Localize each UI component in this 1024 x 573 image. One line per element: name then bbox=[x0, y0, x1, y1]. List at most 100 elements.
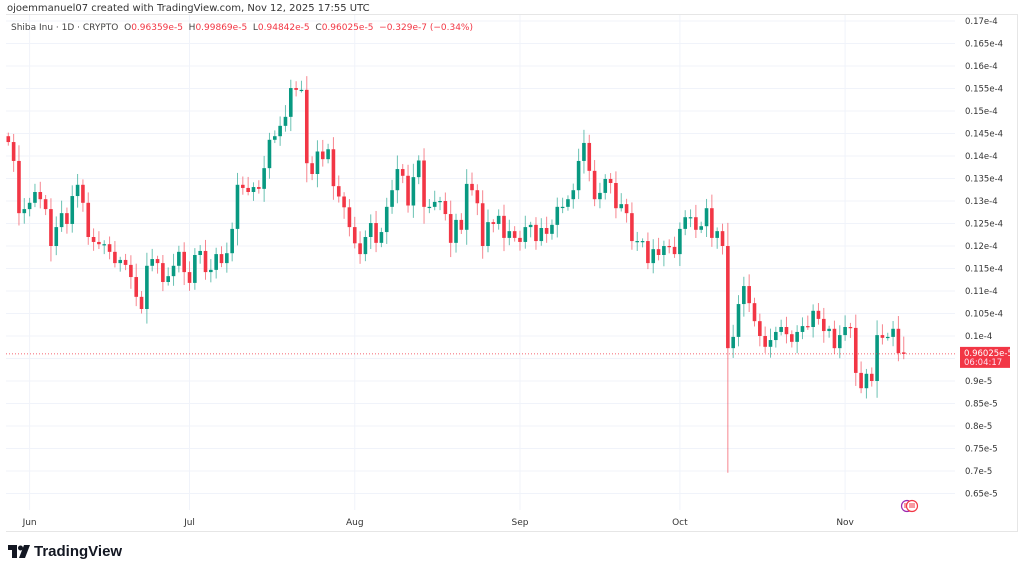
candle-body bbox=[278, 125, 282, 137]
candle-body bbox=[86, 202, 91, 237]
candle-body bbox=[230, 228, 234, 254]
candle-body bbox=[331, 149, 336, 187]
candle-body bbox=[534, 224, 538, 242]
candle-body bbox=[443, 201, 448, 215]
price-axis-label: 0.125e-4 bbox=[965, 220, 1003, 230]
candle-body bbox=[17, 160, 21, 214]
candle-body bbox=[619, 204, 624, 209]
candle-body bbox=[134, 277, 139, 297]
candle-body bbox=[736, 304, 741, 337]
price-axis-label: 0.85e-5 bbox=[965, 400, 998, 410]
low-value: 0.94842e-5 bbox=[257, 23, 310, 33]
candle-body bbox=[774, 331, 778, 341]
candle-body bbox=[70, 196, 75, 224]
candle-body bbox=[299, 89, 304, 92]
candle-body bbox=[790, 334, 794, 342]
candle-body bbox=[896, 328, 901, 354]
price-axis-label: 0.7e-5 bbox=[965, 467, 992, 477]
candle-body bbox=[454, 219, 458, 243]
candle-body bbox=[758, 321, 762, 336]
time-axis-label: Oct bbox=[672, 518, 688, 528]
candle-body bbox=[806, 326, 810, 328]
candle-body bbox=[161, 263, 165, 282]
candle-body bbox=[379, 232, 384, 243]
price-axis-label: 0.17e-4 bbox=[965, 17, 998, 27]
candle-body bbox=[539, 228, 544, 242]
price-axis-label: 0.12e-4 bbox=[965, 242, 998, 252]
price-axis-label: 0.11e-4 bbox=[965, 287, 998, 297]
candle-body bbox=[523, 227, 528, 242]
candle-body bbox=[464, 183, 469, 230]
candle-body bbox=[667, 246, 672, 248]
candle-body bbox=[891, 328, 895, 337]
candle-body bbox=[587, 142, 592, 171]
candle-body bbox=[283, 116, 288, 126]
candle-body bbox=[528, 224, 533, 228]
candle-body bbox=[656, 249, 661, 255]
candle-body bbox=[102, 244, 107, 246]
candle-body bbox=[113, 251, 117, 264]
last-price-label: 0.96025e-5 bbox=[964, 349, 1013, 359]
candle-body bbox=[795, 331, 799, 342]
candle-body bbox=[608, 178, 613, 183]
close-value: 0.96025e-5 bbox=[321, 23, 374, 33]
candle-body bbox=[635, 241, 640, 243]
candle-body bbox=[726, 246, 730, 349]
candle-body bbox=[107, 244, 112, 252]
time-axis-label: Sep bbox=[511, 518, 528, 528]
price-axis-label: 0.8e-5 bbox=[965, 422, 992, 432]
candle-body bbox=[651, 249, 656, 264]
candle-body bbox=[470, 183, 474, 191]
high-value: 0.99869e-5 bbox=[195, 23, 248, 33]
candle-body bbox=[662, 246, 666, 255]
candle-body bbox=[347, 207, 352, 228]
candle-body bbox=[123, 259, 128, 265]
candle-body bbox=[875, 335, 879, 381]
candle-body bbox=[432, 201, 437, 207]
price-axis-label: 0.1e-4 bbox=[965, 332, 992, 342]
chart-frame bbox=[6, 14, 1018, 532]
candle-body bbox=[800, 326, 805, 332]
candle-body bbox=[512, 231, 517, 238]
tradingview-logo[interactable]: TradingView bbox=[8, 543, 122, 560]
price-axis-label: 0.65e-5 bbox=[965, 490, 998, 500]
price-axis-label: 0.105e-4 bbox=[965, 310, 1003, 320]
candle-body bbox=[352, 227, 357, 244]
candle-body bbox=[864, 373, 869, 389]
candle-body bbox=[576, 160, 581, 191]
candle-body bbox=[406, 175, 410, 206]
candle-body bbox=[171, 265, 176, 277]
candle-body bbox=[832, 328, 837, 349]
candle-body bbox=[837, 335, 842, 349]
symbol-info: Shiba Inu · 1D · CRYPTO bbox=[11, 23, 119, 33]
candle-body bbox=[704, 208, 709, 227]
candle-body bbox=[273, 136, 277, 140]
candle-body bbox=[198, 250, 202, 255]
price-axis-label: 0.115e-4 bbox=[965, 265, 1003, 275]
candle-body bbox=[720, 231, 725, 246]
candle-body bbox=[582, 142, 586, 161]
candle-body bbox=[59, 213, 64, 228]
candle-body bbox=[752, 303, 757, 322]
candle-body bbox=[640, 241, 645, 243]
candle-body bbox=[507, 231, 512, 238]
candle-body bbox=[480, 203, 485, 246]
candle-body bbox=[91, 237, 96, 242]
candle-body bbox=[262, 168, 266, 189]
candle-body bbox=[336, 186, 341, 197]
candle-body bbox=[422, 160, 426, 207]
candle-body bbox=[646, 241, 650, 264]
candle-body bbox=[150, 259, 155, 266]
candle-body bbox=[598, 192, 602, 200]
candle-body bbox=[592, 170, 597, 200]
candle-body bbox=[395, 169, 400, 191]
tradingview-logo-icon bbox=[8, 545, 30, 558]
candle-body bbox=[97, 241, 101, 245]
candle-body bbox=[448, 214, 453, 243]
candle-body bbox=[688, 217, 693, 219]
candle-body bbox=[630, 213, 634, 242]
candle-body bbox=[6, 136, 11, 143]
candle-body bbox=[182, 251, 186, 273]
price-axis-label: 0.75e-5 bbox=[965, 445, 998, 455]
